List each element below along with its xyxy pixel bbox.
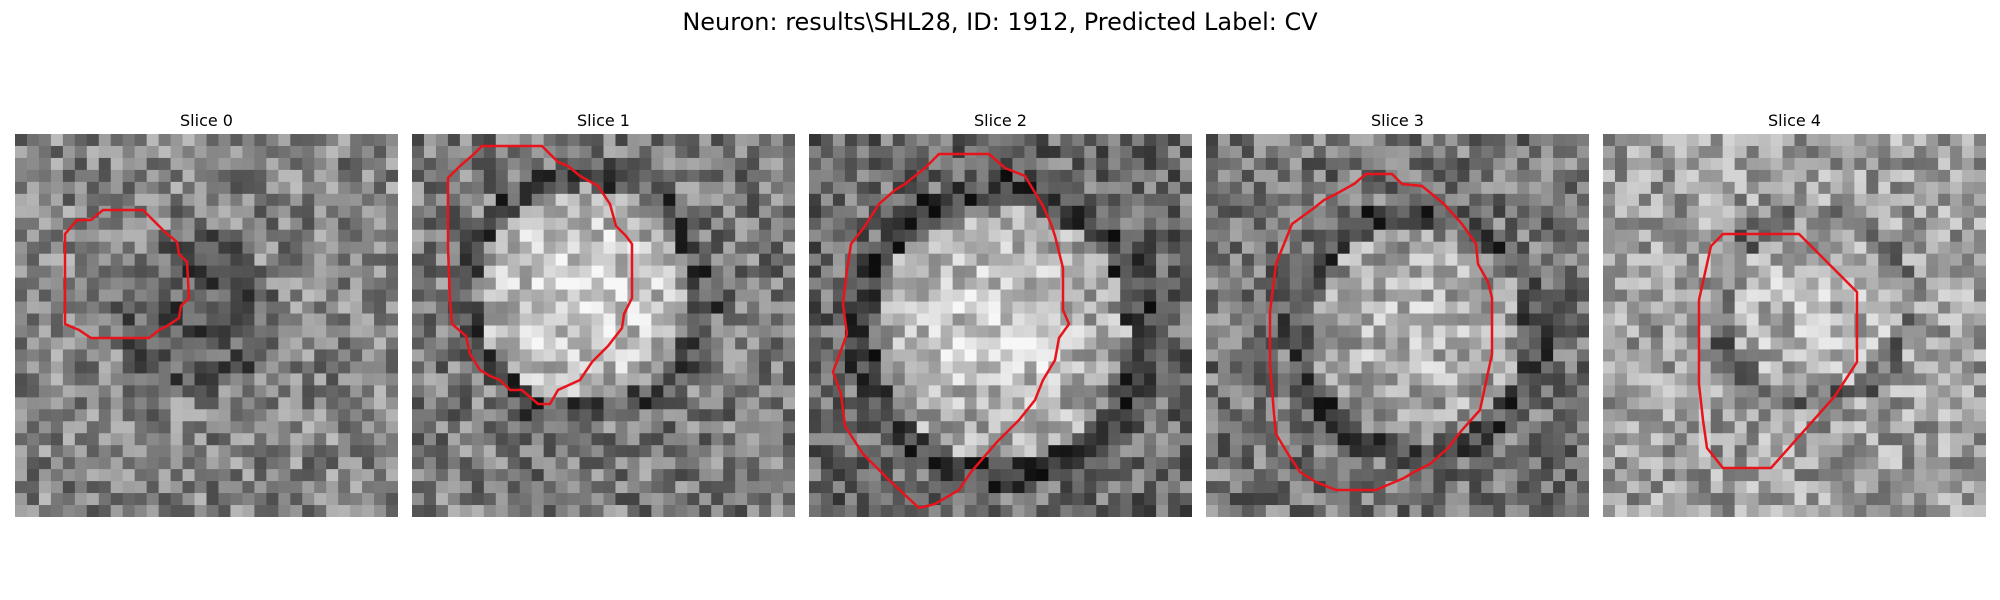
- slice-image-3: [1206, 134, 1589, 517]
- slice-title-2: Slice 2: [974, 111, 1027, 130]
- slice-title-1: Slice 1: [577, 111, 630, 130]
- slice-image-1: [412, 134, 795, 517]
- segmentation-outline-4: [1697, 232, 1859, 470]
- slice-title-3: Slice 3: [1371, 111, 1424, 130]
- slice-title-4: Slice 4: [1768, 111, 1821, 130]
- slice-image-4: [1603, 134, 1986, 517]
- segmentation-outline-1: [446, 144, 634, 406]
- slice-panel-4: Slice 4: [1603, 108, 1986, 517]
- slice-panel-0: Slice 0: [15, 108, 398, 517]
- slice-panel-3: Slice 3: [1206, 108, 1589, 517]
- segmentation-outline-3: [1268, 172, 1494, 492]
- slice-image-0: [15, 134, 398, 517]
- slice-panel-1: Slice 1: [412, 108, 795, 517]
- slice-title-0: Slice 0: [180, 111, 233, 130]
- segmentation-outline-0: [63, 208, 191, 340]
- slice-panel-2: Slice 2: [809, 108, 1192, 517]
- figure-title: Neuron: results\SHL28, ID: 1912, Predict…: [682, 8, 1318, 36]
- slice-image-2: [809, 134, 1192, 517]
- segmentation-outline-2: [831, 152, 1071, 510]
